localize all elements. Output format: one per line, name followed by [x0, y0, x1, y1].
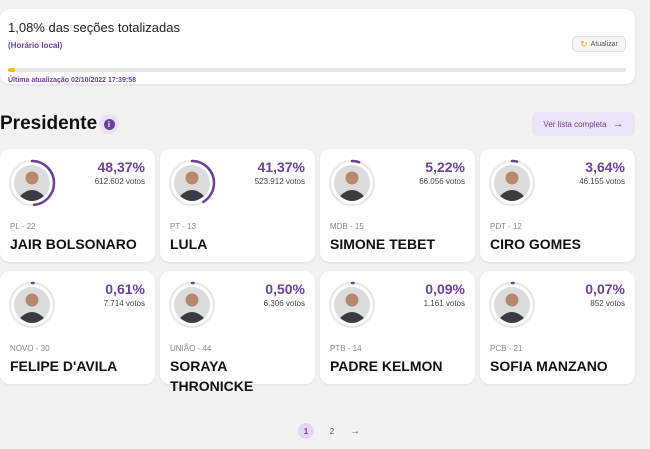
vote-percent: 0,07% — [585, 281, 625, 297]
candidate-card[interactable]: 48,37% 612.602 votos PL - 22 JAIR BOLSONARO — [0, 149, 155, 262]
vote-share-ring — [168, 159, 216, 207]
refresh-icon: ↻ — [580, 38, 588, 49]
candidate-card[interactable]: 0,50% 6.306 votos UNIÃO - 44 SORAYA THRONIC… — [160, 271, 315, 394]
candidate-name: SIMONE TEBET — [330, 236, 436, 252]
vote-count: 1.161 votos — [423, 299, 465, 308]
candidate-photo-avatar — [328, 159, 376, 207]
candidate-name: LULA — [170, 236, 208, 252]
section-title: Presidente — [0, 113, 98, 134]
candidate-photo-avatar — [488, 281, 536, 329]
party-number: MDB - 15 — [330, 222, 364, 231]
candidate-name: PADRE KELMON — [330, 358, 443, 374]
candidate-card[interactable]: 0,09% 1.161 votos PTB - 14 PADRE KELMON — [320, 271, 475, 384]
candidate-card[interactable]: 0,61% 7.714 votos NOVO - 30 FELIPE D'AVILA — [0, 271, 155, 384]
pagination: 1 2 → — [298, 423, 360, 439]
party-number: PL - 22 — [10, 222, 36, 231]
vote-count: 612.602 votos — [94, 177, 145, 186]
vote-share-ring — [488, 281, 536, 329]
party-number: PTB - 14 — [330, 344, 362, 353]
candidate-photo-avatar — [328, 281, 376, 329]
vote-share-ring — [168, 281, 216, 329]
page-1-button[interactable]: 1 — [298, 423, 314, 439]
candidate-card[interactable]: 0,07% 852 votos PCB - 21 SOFIA MANZANO — [480, 271, 635, 384]
refresh-label: Atualizar — [590, 40, 618, 48]
vote-percent: 0,61% — [105, 281, 145, 297]
page-2-button[interactable]: 2 — [329, 426, 335, 436]
candidate-name: FELIPE D'AVILA — [10, 358, 118, 374]
candidate-photo-avatar — [488, 159, 536, 207]
vote-percent: 41,37% — [257, 159, 305, 175]
arrow-right-icon: → — [612, 118, 624, 130]
totalization-progress-fill — [8, 68, 15, 72]
party-number: PCB - 21 — [490, 344, 523, 353]
vote-count: 66.056 votos — [419, 177, 465, 186]
vote-count: 7.714 votos — [103, 299, 145, 308]
party-number: UNIÃO - 44 — [170, 344, 212, 353]
full-list-button[interactable]: Ver lista completa → — [532, 112, 635, 136]
vote-count: 523.912 votos — [254, 177, 305, 186]
candidate-name: SOFIA MANZANO — [490, 358, 608, 374]
candidate-card[interactable]: 5,22% 66.056 votos MDB - 15 SIMONE TEBET — [320, 149, 475, 262]
candidate-photo-avatar — [8, 159, 56, 207]
candidate-name: CIRO GOMES — [490, 236, 582, 252]
vote-count: 46.155 votos — [579, 177, 625, 186]
vote-count: 6.306 votos — [263, 299, 305, 308]
candidate-photo-avatar — [168, 281, 216, 329]
totalization-progress-bar — [8, 68, 626, 72]
vote-percent: 48,37% — [97, 159, 145, 175]
candidate-photo-avatar — [168, 159, 216, 207]
vote-percent: 0,50% — [265, 281, 305, 297]
totalization-headline: 1,08% das seções totalizadas — [8, 20, 180, 35]
vote-percent: 5,22% — [425, 159, 465, 175]
vote-share-ring — [8, 159, 56, 207]
totalization-panel: 1,08% das seções totalizadas (Horário lo… — [0, 9, 635, 84]
last-update: Última atualização 02/10/2022 17:39:58 — [8, 77, 137, 84]
next-page-icon[interactable]: → — [350, 425, 360, 437]
info-icon[interactable]: i — [99, 114, 119, 134]
candidate-name: SORAYA THRONICKE — [170, 358, 254, 394]
full-list-label: Ver lista completa — [543, 119, 607, 129]
party-number: NOVO - 30 — [10, 344, 50, 353]
local-time-note: (Horário local) — [8, 41, 63, 50]
party-number: PT - 13 — [170, 222, 197, 231]
vote-share-ring — [8, 281, 56, 329]
vote-share-ring — [328, 281, 376, 329]
vote-share-ring — [328, 159, 376, 207]
candidate-card[interactable]: 3,64% 46.155 votos PDT - 12 CIRO GOMES — [480, 149, 635, 262]
candidate-name: JAIR BOLSONARO — [10, 236, 137, 252]
vote-percent: 0,09% — [425, 281, 465, 297]
refresh-button[interactable]: ↻ Atualizar — [572, 36, 626, 52]
candidate-photo-avatar — [8, 281, 56, 329]
vote-share-ring — [488, 159, 536, 207]
candidate-card[interactable]: 41,37% 523.912 votos PT - 13 LULA — [160, 149, 315, 262]
vote-percent: 3,64% — [585, 159, 625, 175]
vote-count: 852 votos — [590, 299, 625, 308]
party-number: PDT - 12 — [490, 222, 522, 231]
